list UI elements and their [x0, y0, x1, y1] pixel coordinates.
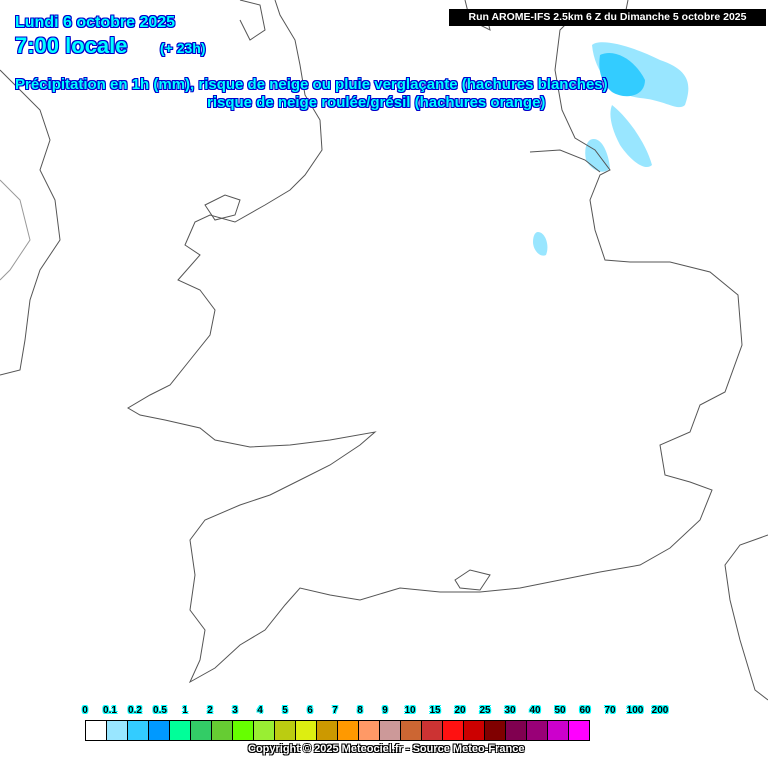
- precip-area: [585, 139, 610, 172]
- ireland-coast: [0, 69, 61, 376]
- lead-time: (+ 23h): [160, 40, 206, 56]
- legend-label: 20: [454, 705, 466, 716]
- precip-area: [599, 52, 645, 97]
- legend-label: 25: [479, 705, 491, 716]
- isle-of-man-coast: [239, 0, 266, 41]
- legend-swatch: [191, 721, 212, 740]
- legend-swatch: [422, 721, 443, 740]
- legend-swatch: [170, 721, 191, 740]
- legend-label: 15: [429, 705, 441, 716]
- legend-swatch: [527, 721, 548, 740]
- legend-label: 9: [382, 705, 388, 716]
- legend-label: 0.5: [153, 705, 167, 716]
- model-run-label: Run AROME-IFS 2.5km 6 Z du Dimanche 5 oc…: [449, 9, 766, 26]
- copyright: Copyright © 2025 Meteociel.fr - Source M…: [248, 743, 525, 755]
- forecast-date: Lundi 6 octobre 2025: [15, 14, 176, 31]
- legend-swatch: [464, 721, 485, 740]
- legend-swatch: [443, 721, 464, 740]
- humber-estuary: [529, 149, 601, 173]
- legend-swatch: [107, 721, 128, 740]
- legend-swatch: [296, 721, 317, 740]
- map-title-line1: Précipitation en 1h (mm), risque de neig…: [15, 76, 608, 93]
- ireland-border: [0, 179, 31, 281]
- legend-swatch: [401, 721, 422, 740]
- legend-label: 4: [257, 705, 263, 716]
- legend-label: 3: [232, 705, 238, 716]
- legend-swatch: [569, 721, 589, 740]
- legend-swatch: [338, 721, 359, 740]
- legend-swatch: [317, 721, 338, 740]
- continent-coast: [724, 534, 768, 701]
- legend-swatch: [359, 721, 380, 740]
- anglesey-coast: [204, 194, 241, 221]
- legend-label: 8: [357, 705, 363, 716]
- legend-label: 70: [604, 705, 616, 716]
- precip-area: [610, 105, 652, 168]
- legend-label: 2: [207, 705, 213, 716]
- legend-label: 40: [529, 705, 541, 716]
- legend-bar: [85, 720, 590, 741]
- legend-label: 200: [651, 705, 669, 716]
- legend-swatch: [212, 721, 233, 740]
- legend-swatch: [149, 721, 170, 740]
- forecast-time: 7:00 locale: [15, 33, 128, 58]
- great-britain-coast: [127, 0, 743, 684]
- legend-label: 0.2: [128, 705, 142, 716]
- precipitation-areas: [533, 42, 689, 256]
- legend-label: 1: [182, 705, 188, 716]
- isle-of-wight-coast: [454, 569, 491, 591]
- legend-swatch: [548, 721, 569, 740]
- legend-swatch: [380, 721, 401, 740]
- legend-swatch: [233, 721, 254, 740]
- legend-label: 10: [404, 705, 416, 716]
- legend-label: 60: [579, 705, 591, 716]
- legend-swatch: [128, 721, 149, 740]
- legend-swatch: [485, 721, 506, 740]
- precip-area: [533, 232, 548, 256]
- legend-swatch: [506, 721, 527, 740]
- legend-label: 30: [504, 705, 516, 716]
- legend-swatch: [275, 721, 296, 740]
- legend-label: 100: [626, 705, 644, 716]
- legend-label: 6: [307, 705, 313, 716]
- legend-label: 0.1: [103, 705, 117, 716]
- legend-label: 0: [82, 705, 88, 716]
- map-title-line2: risque de neige roulée/grésil (hachures …: [207, 94, 546, 111]
- legend-label: 7: [332, 705, 338, 716]
- coastlines: [0, 0, 768, 701]
- legend-label: 5: [282, 705, 288, 716]
- legend-swatch: [254, 721, 275, 740]
- legend-label: 50: [554, 705, 566, 716]
- legend-swatch: [86, 721, 107, 740]
